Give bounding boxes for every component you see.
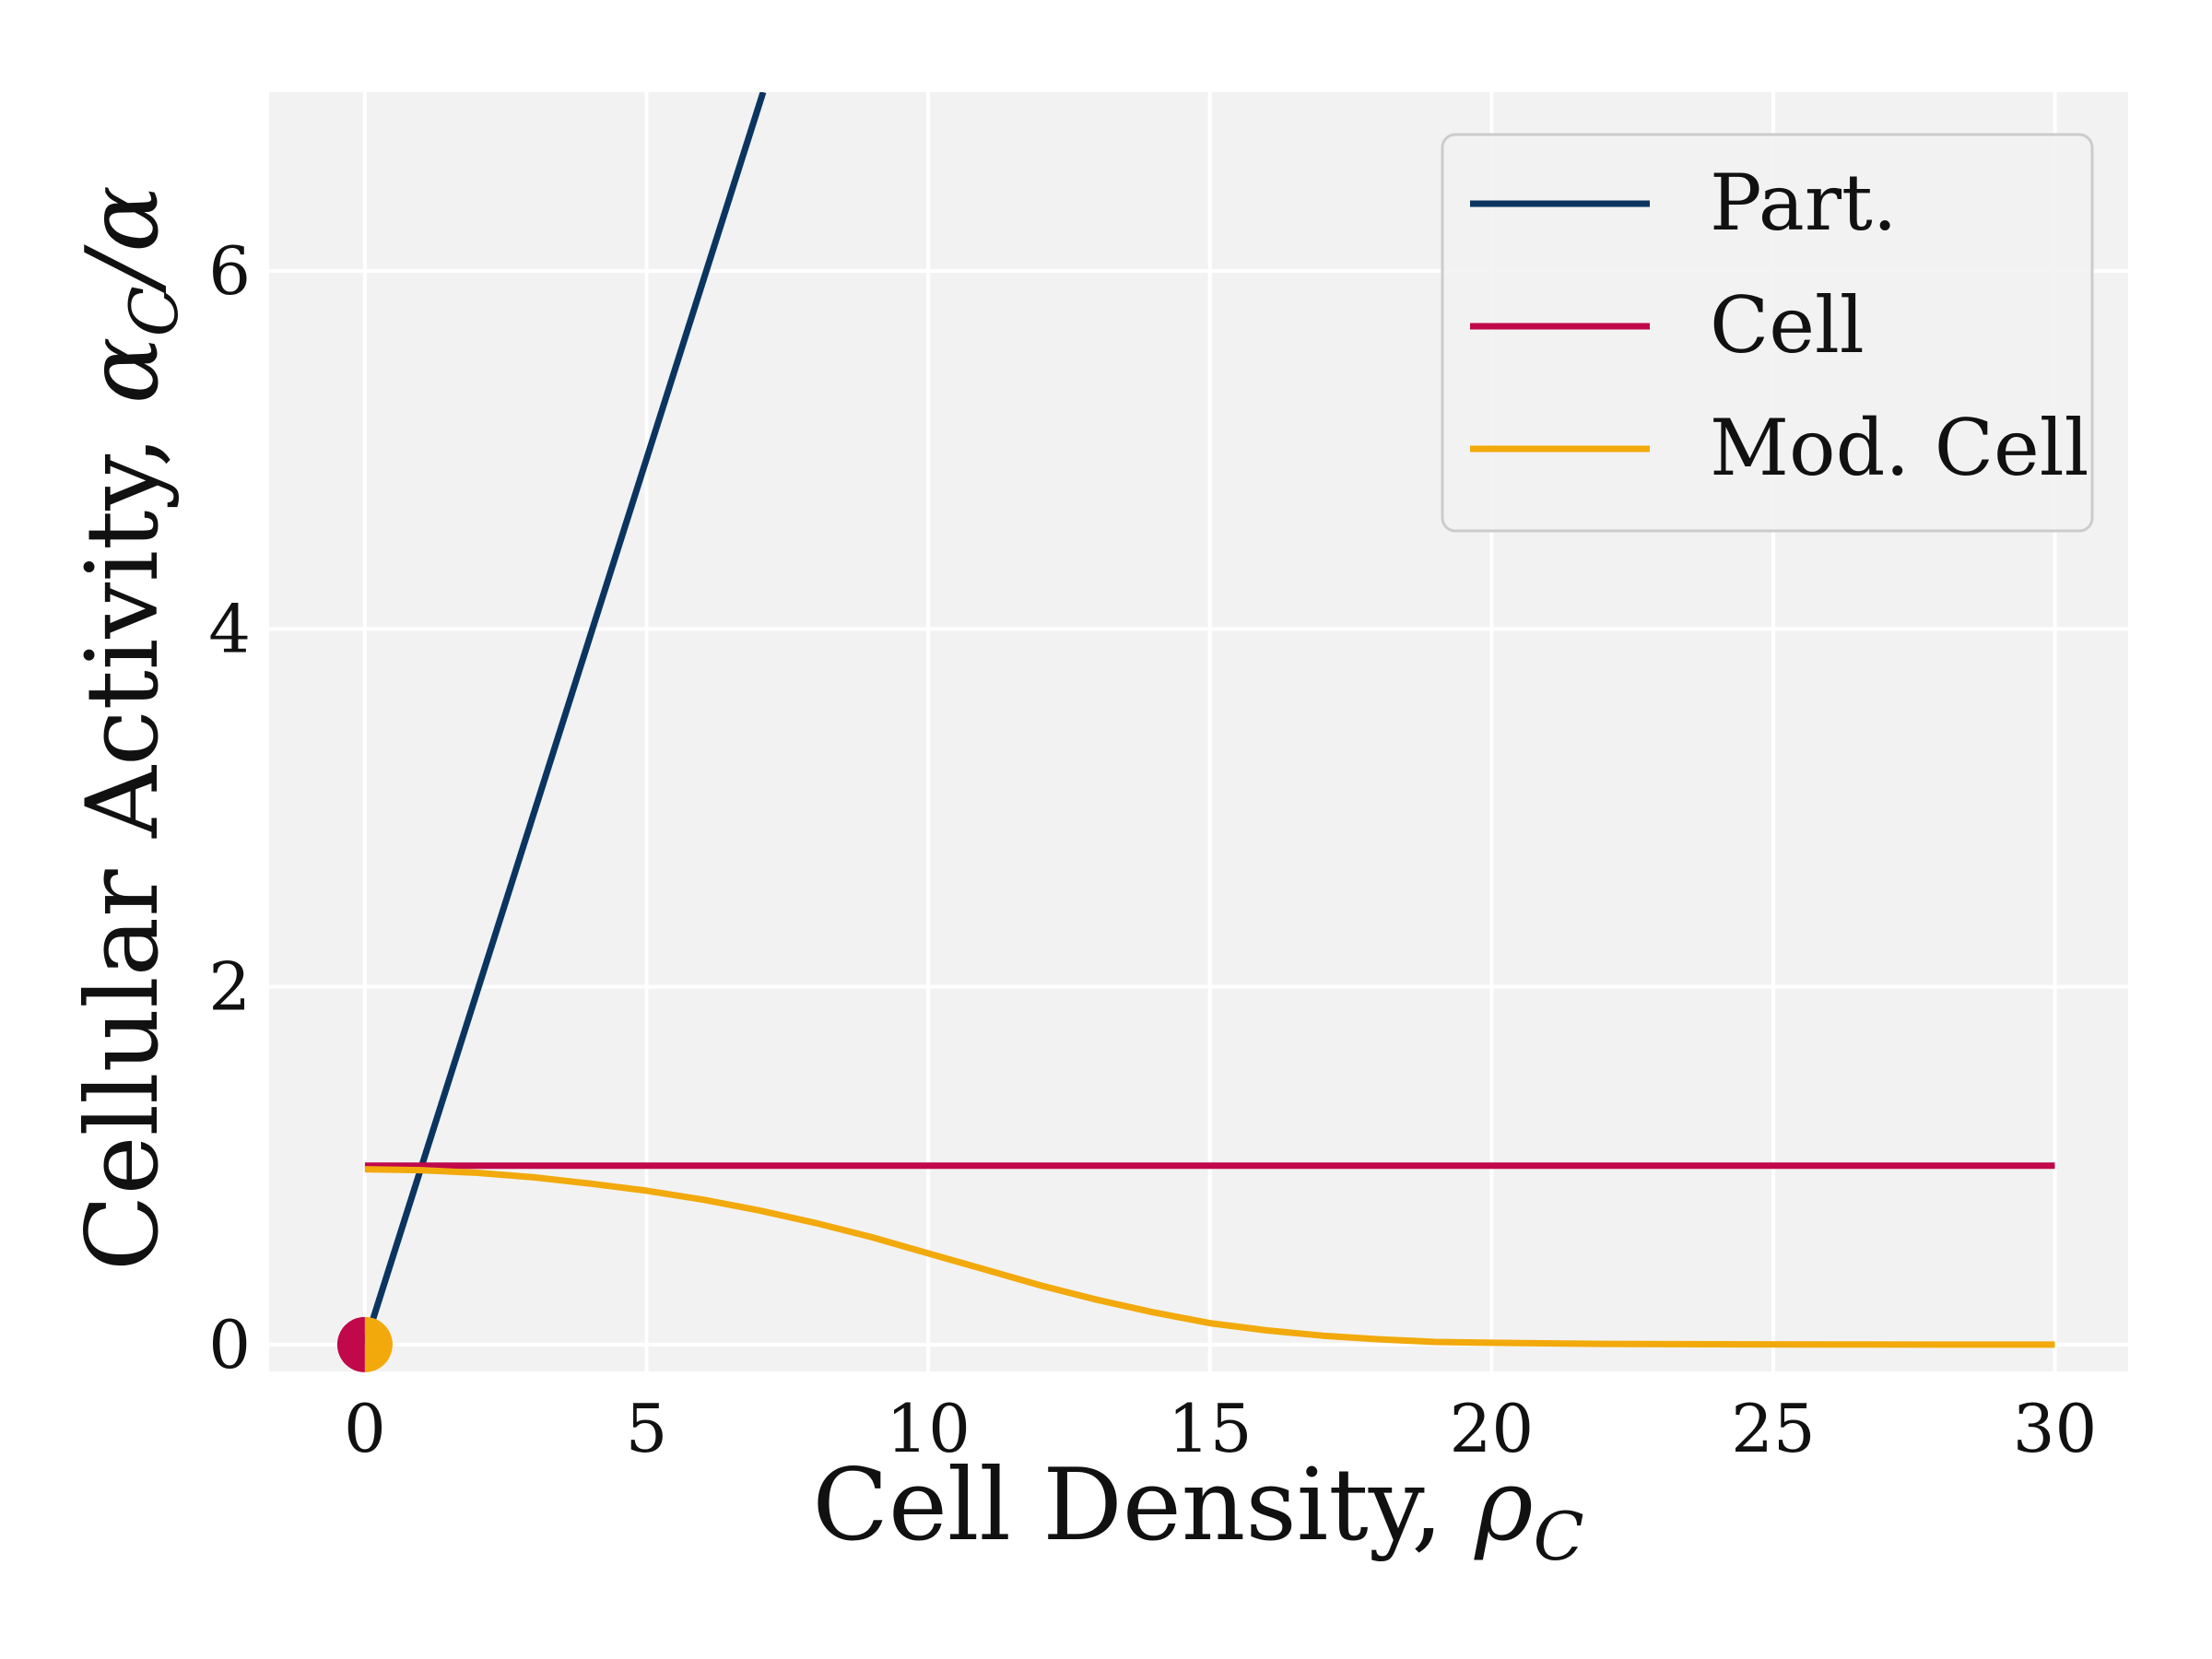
y-axis-label: Cellular Activity, αC/α — [65, 185, 193, 1271]
x-tick-label: 30 — [2013, 1390, 2098, 1467]
legend-label: Mod. Cell — [1710, 403, 2088, 493]
legend: Part. Cell Mod. Cell — [1441, 133, 2094, 533]
series-lines — [361, 92, 2055, 1348]
x-axis-label-math: ρ — [1474, 1448, 1534, 1563]
legend-label: Cell — [1710, 280, 1865, 371]
x-tick-label: 0 — [344, 1390, 386, 1467]
x-tick-label: 20 — [1450, 1390, 1535, 1467]
x-tick-label: 15 — [1168, 1390, 1253, 1467]
x-tick-labels: 0 5 10 15 20 25 30 — [344, 1390, 2097, 1467]
x-axis-label-sub: C — [1534, 1498, 1584, 1575]
x-tick-label: 10 — [886, 1390, 971, 1467]
series-line-mod-cell — [364, 1166, 2055, 1348]
x-axis-label-text: Cell Density, — [812, 1448, 1475, 1563]
y-tick-label: 2 — [208, 948, 251, 1026]
y-axis-label-sub: C — [115, 286, 193, 336]
y-tick-labels: 0 2 4 6 — [208, 232, 251, 1383]
y-axis-label-suffix: /α — [65, 185, 181, 294]
y-axis-label-text: Cellular Activity, — [65, 404, 181, 1271]
series-line-part — [361, 92, 767, 1346]
y-tick-label: 0 — [208, 1306, 251, 1383]
origin-marker-left — [336, 1316, 365, 1372]
y-axis-label-math: α — [65, 336, 181, 404]
y-tick-label: 6 — [208, 232, 251, 310]
origin-markers — [336, 1316, 393, 1372]
origin-marker-right — [364, 1316, 393, 1372]
x-tick-label: 25 — [1731, 1390, 1816, 1467]
legend-label: Part. — [1710, 158, 1897, 248]
legend-box — [1441, 133, 2094, 533]
x-tick-label: 5 — [626, 1390, 668, 1467]
y-tick-label: 4 — [208, 590, 251, 667]
x-axis-label: Cell Density, ρC — [812, 1448, 1583, 1575]
